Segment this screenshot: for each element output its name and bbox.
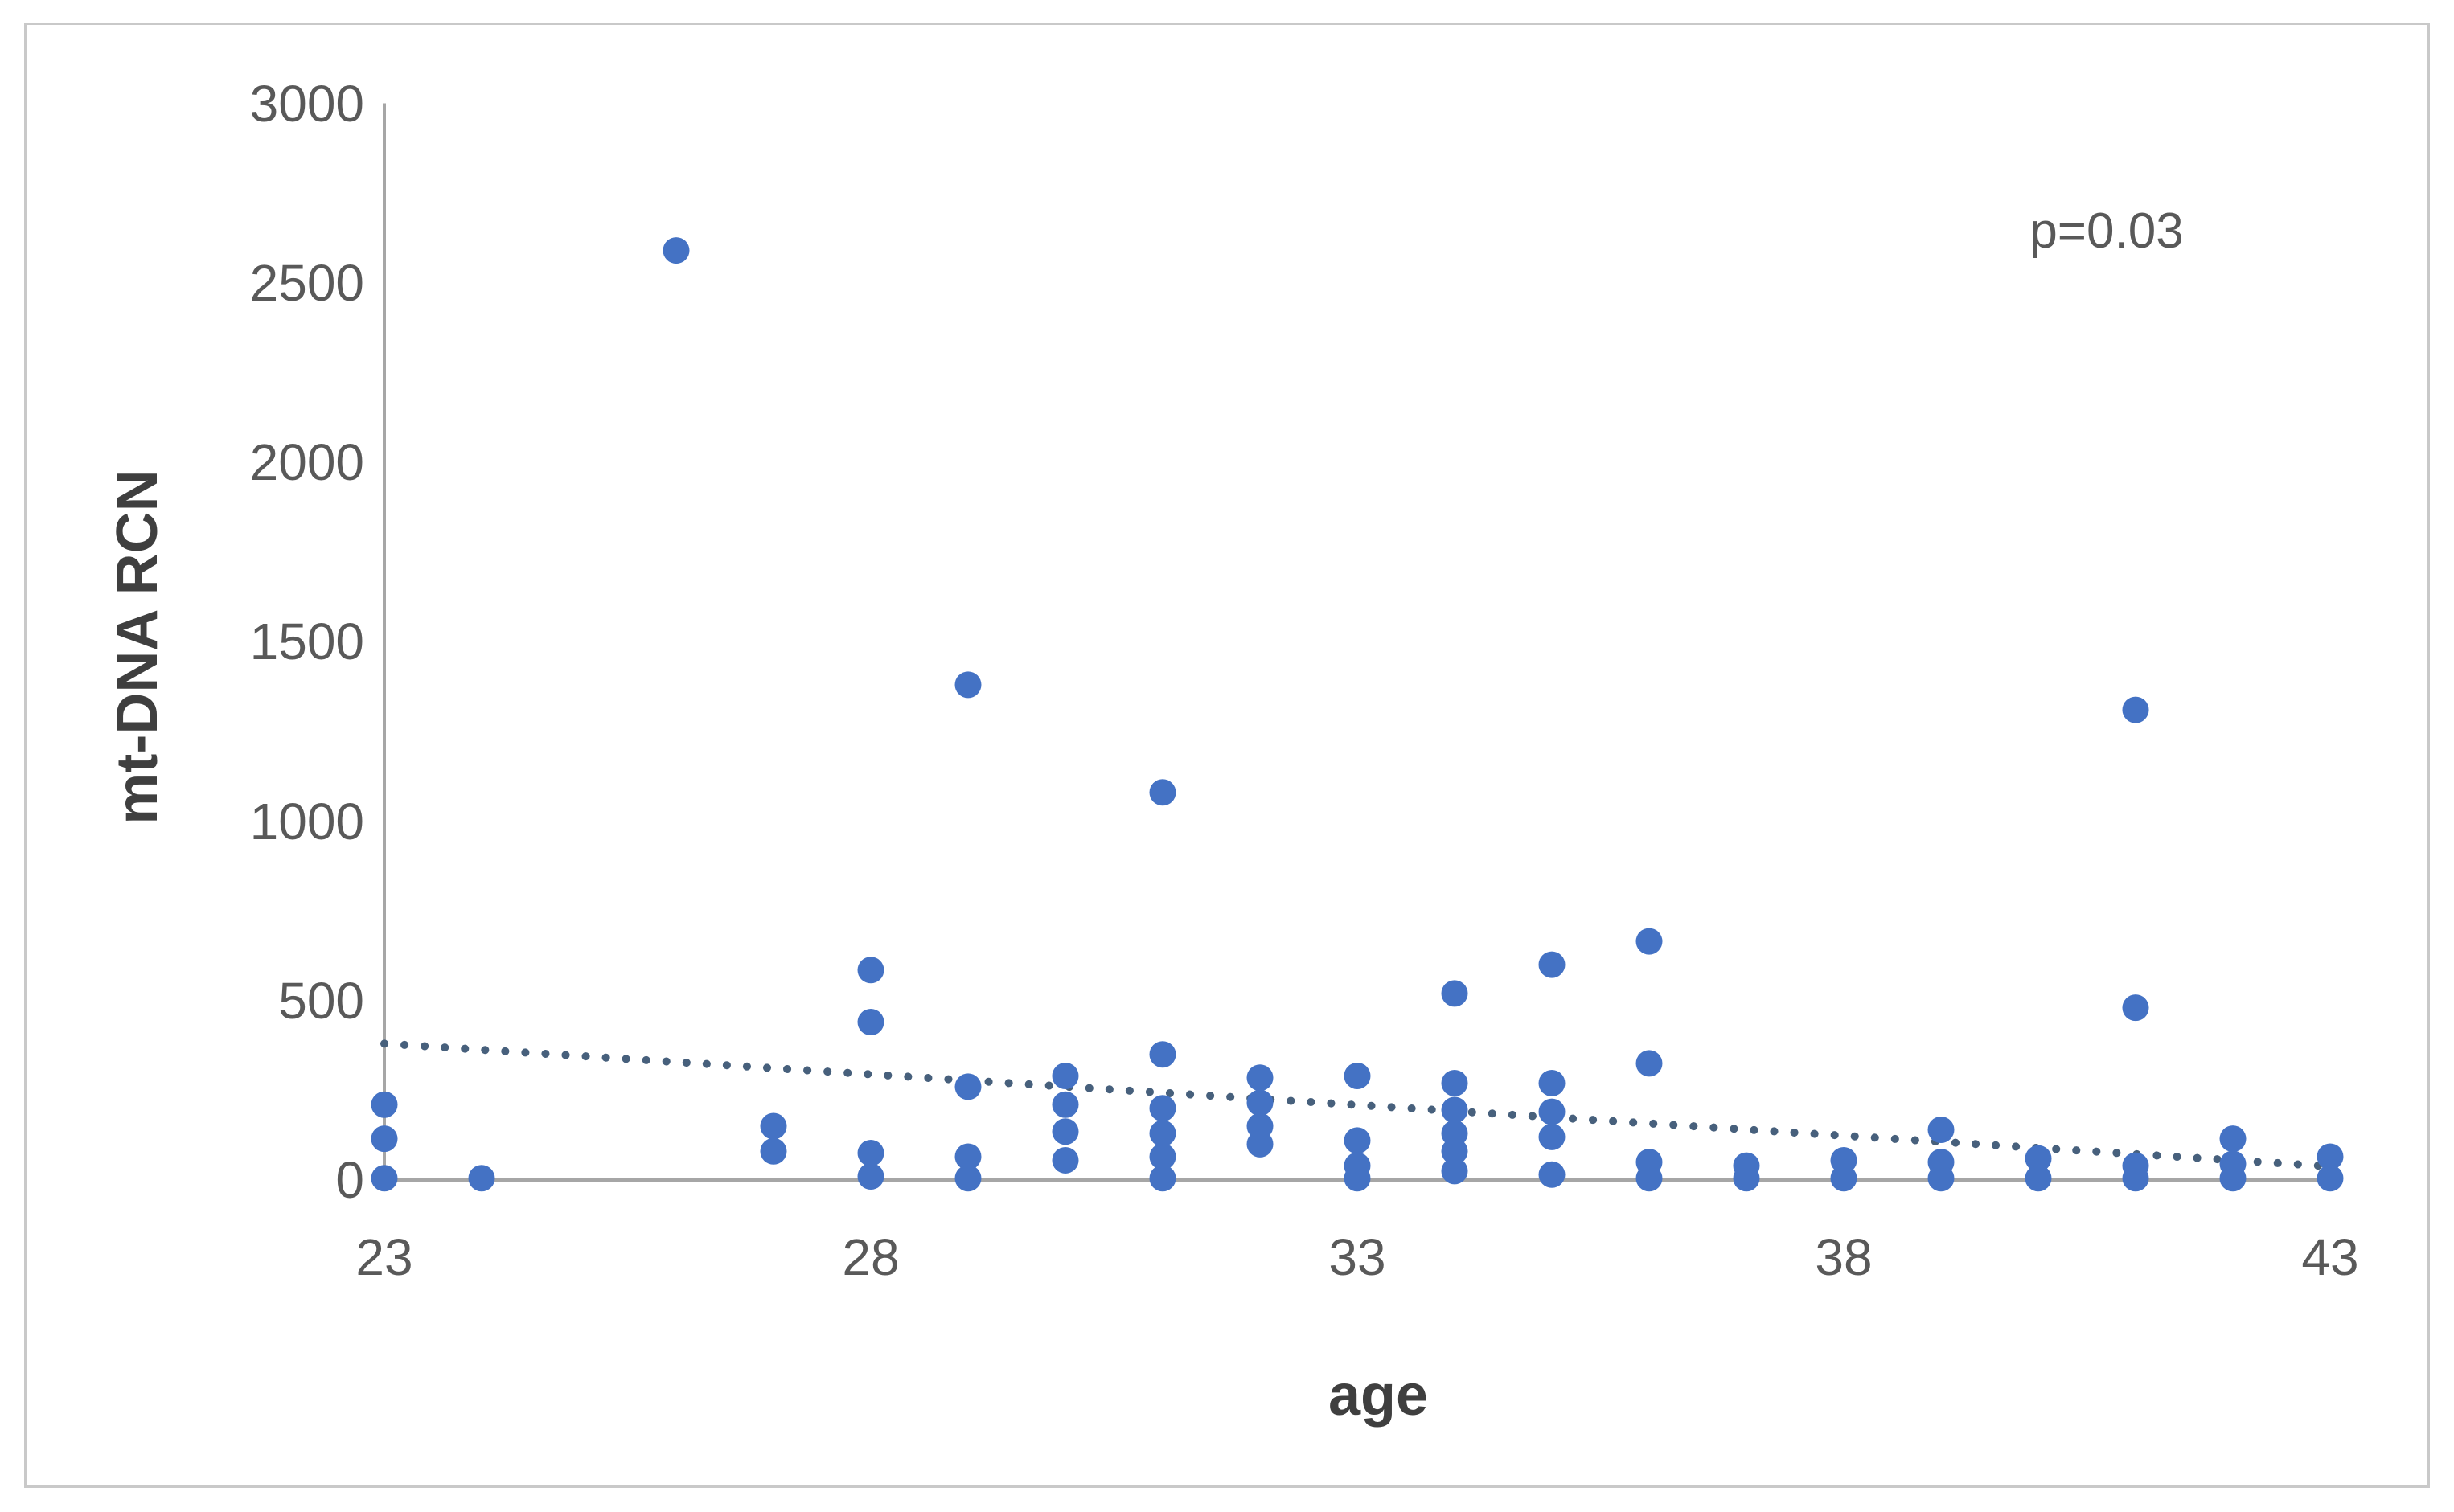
data-point bbox=[954, 671, 982, 699]
data-point bbox=[1052, 1118, 1079, 1145]
data-point bbox=[371, 1125, 398, 1153]
data-point bbox=[2317, 1143, 2344, 1170]
data-point bbox=[1149, 1120, 1176, 1147]
figure-border bbox=[24, 23, 2430, 1488]
y-tick-label: 2000 bbox=[249, 433, 364, 491]
data-point bbox=[857, 1163, 884, 1190]
y-tick-label: 2500 bbox=[249, 253, 364, 312]
data-point bbox=[1927, 1165, 1955, 1192]
data-point bbox=[1149, 1143, 1176, 1170]
data-point bbox=[1635, 928, 1663, 955]
data-point bbox=[760, 1137, 787, 1165]
data-point bbox=[1441, 1158, 1468, 1185]
data-point bbox=[1052, 1146, 1079, 1174]
y-tick-label: 500 bbox=[278, 971, 364, 1030]
x-tick-label: 33 bbox=[1328, 1228, 1386, 1286]
data-point bbox=[1538, 1098, 1566, 1125]
data-point bbox=[1441, 1137, 1468, 1165]
y-tick-label: 1000 bbox=[249, 792, 364, 850]
data-point bbox=[1344, 1063, 1371, 1090]
data-point bbox=[1149, 1041, 1176, 1068]
data-point bbox=[1441, 1096, 1468, 1124]
data-point bbox=[1927, 1116, 1955, 1143]
data-points bbox=[371, 237, 2344, 1192]
data-point bbox=[371, 1091, 398, 1118]
data-point bbox=[857, 1140, 884, 1167]
y-tick-label: 0 bbox=[335, 1151, 364, 1209]
data-point bbox=[1149, 1095, 1176, 1122]
data-point bbox=[1246, 1130, 1274, 1158]
data-point bbox=[1052, 1091, 1079, 1118]
x-axis-title: age bbox=[1328, 1363, 1429, 1428]
data-point bbox=[1538, 951, 1566, 978]
x-tick-label: 38 bbox=[1815, 1228, 1873, 1286]
data-point bbox=[1538, 1161, 1566, 1188]
data-point bbox=[1733, 1165, 1760, 1192]
data-point bbox=[663, 237, 690, 264]
x-tick-label: 28 bbox=[842, 1228, 900, 1286]
data-point bbox=[2122, 994, 2149, 1022]
data-point bbox=[1830, 1165, 1857, 1192]
x-tick-label: 23 bbox=[355, 1228, 413, 1286]
y-tick-label: 3000 bbox=[249, 74, 364, 133]
data-point bbox=[1344, 1165, 1371, 1192]
data-point bbox=[2025, 1145, 2052, 1172]
data-point bbox=[2122, 696, 2149, 723]
data-point bbox=[1538, 1123, 1566, 1150]
data-point bbox=[1246, 1064, 1274, 1092]
data-point bbox=[1246, 1089, 1274, 1117]
data-point bbox=[1441, 1069, 1468, 1096]
data-point bbox=[2219, 1165, 2247, 1192]
data-point bbox=[2122, 1165, 2149, 1192]
p-value-annotation: p=0.03 bbox=[2029, 203, 2184, 259]
data-point bbox=[857, 957, 884, 984]
x-tick-label: 43 bbox=[2301, 1228, 2359, 1286]
data-point bbox=[1149, 779, 1176, 806]
data-point bbox=[468, 1165, 495, 1192]
data-point bbox=[1344, 1127, 1371, 1154]
data-point bbox=[1635, 1050, 1663, 1077]
data-point bbox=[1052, 1063, 1079, 1090]
data-point bbox=[954, 1165, 982, 1192]
y-tick-label: 1500 bbox=[249, 613, 364, 671]
data-point bbox=[2025, 1165, 2052, 1192]
y-axis-title: mt-DNA RCN bbox=[105, 469, 170, 825]
data-point bbox=[1538, 1069, 1566, 1096]
trendline bbox=[380, 1039, 2334, 1171]
data-point bbox=[2219, 1125, 2247, 1153]
data-point bbox=[371, 1165, 398, 1192]
data-point bbox=[954, 1073, 982, 1100]
data-point bbox=[1635, 1165, 1663, 1192]
data-point bbox=[954, 1143, 982, 1170]
data-point bbox=[1441, 980, 1468, 1007]
data-point bbox=[2317, 1165, 2344, 1192]
data-point bbox=[857, 1009, 884, 1036]
data-point bbox=[760, 1112, 787, 1140]
data-point bbox=[1149, 1165, 1176, 1192]
